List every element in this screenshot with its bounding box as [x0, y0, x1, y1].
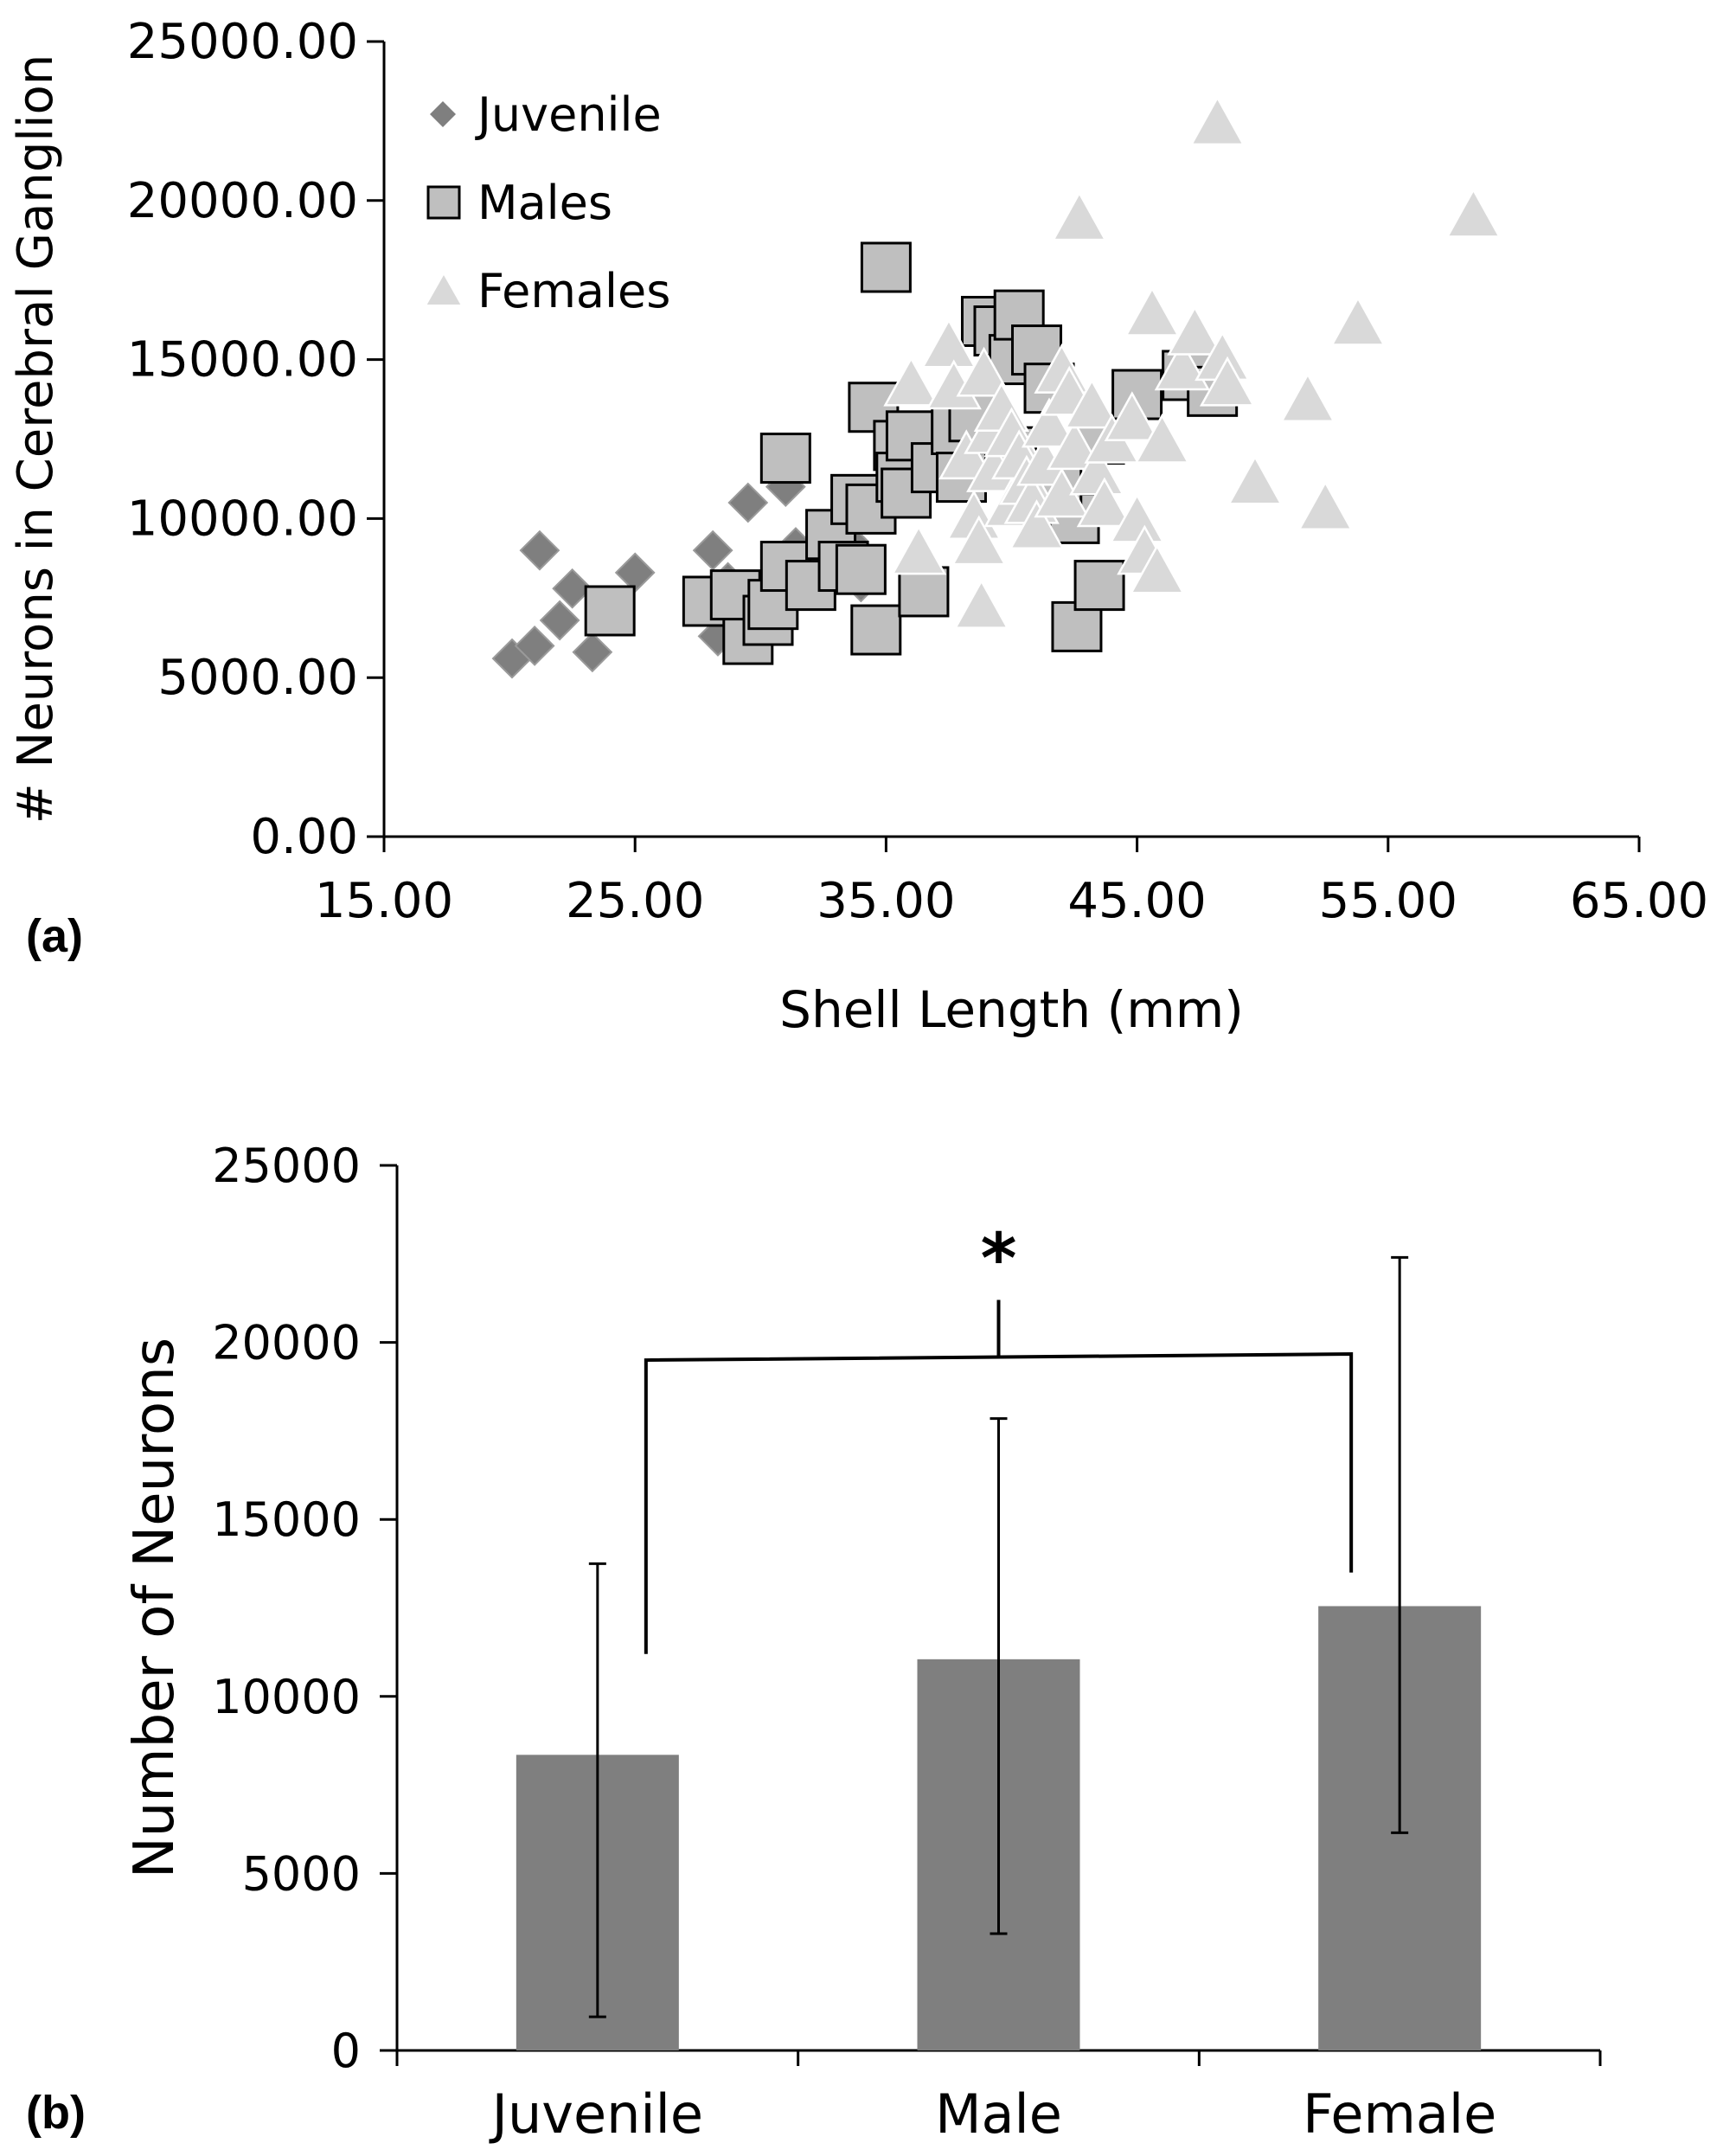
- scatter-x-tick-label: 45.00: [1067, 873, 1206, 929]
- juvenile-point: [519, 529, 560, 571]
- legend-label-males: Males: [477, 176, 612, 230]
- females-point: [1227, 454, 1284, 505]
- scatter-x-tick-label: 25.00: [566, 873, 704, 929]
- females-point: [1124, 286, 1181, 337]
- scatter-x-tick-label: 55.00: [1319, 873, 1457, 929]
- scatter-y-tick-label: 0.00: [250, 809, 358, 865]
- females-point: [1051, 190, 1107, 241]
- scatter-x-tick-label: 65.00: [1570, 873, 1708, 929]
- legend-swatch-juvenile: [430, 101, 456, 127]
- significance-asterisk: *: [981, 1218, 1017, 1299]
- scatter-y-tick-label: 20000.00: [127, 173, 358, 229]
- females-point: [920, 318, 977, 369]
- bar-x-ticks: Juvenile Male Female: [395, 2050, 1602, 2146]
- legend-label-females: Females: [477, 264, 670, 318]
- females-point: [1046, 420, 1103, 471]
- juvenile-point: [539, 600, 580, 641]
- males-point: [898, 566, 950, 618]
- bar-y-tick-label: 15000: [212, 1492, 361, 1547]
- legend-item-juvenile: Juvenile: [430, 87, 662, 142]
- males-point: [584, 585, 636, 637]
- scatter-x-tick-label: 35.00: [817, 873, 955, 929]
- females-point: [1189, 95, 1246, 146]
- males-point: [1073, 560, 1125, 612]
- females-point: [1064, 378, 1120, 429]
- scatter-y-tick-label: 5000.00: [157, 650, 358, 706]
- females-point: [956, 346, 1012, 397]
- females-point: [1167, 305, 1223, 356]
- bar-panel: 0 5000 10000 15000 20000 25000 Juvenile Male Fe…: [26, 1139, 1602, 2146]
- females-point: [1154, 340, 1210, 391]
- legend-swatch-females: [424, 271, 464, 306]
- significance-bracket-line: [644, 1352, 1354, 1654]
- females-point: [1021, 397, 1078, 448]
- females-point: [1104, 391, 1160, 442]
- error-bars: [588, 1255, 1409, 2018]
- females-point: [1329, 295, 1387, 346]
- legend-swatch-males: [426, 185, 461, 220]
- males-point: [860, 241, 912, 293]
- series-females: [883, 95, 1502, 629]
- females-point: [1076, 477, 1132, 528]
- error-bar-female: [1391, 1255, 1409, 1834]
- significance-bracket: *: [644, 1218, 1354, 1654]
- females-point: [1199, 356, 1256, 407]
- series-males: [584, 241, 1239, 665]
- bar-category-label: Female: [1303, 2082, 1496, 2146]
- panel-label-a: (a): [26, 910, 83, 962]
- scatter-y-tick-label: 10000.00: [127, 491, 358, 547]
- females-point: [883, 356, 939, 407]
- scatter-y-tick-label: 15000.00: [127, 332, 358, 388]
- bar-y-tick-label: 25000: [212, 1139, 361, 1193]
- scatter-x-axis-title: Shell Length (mm): [779, 980, 1244, 1039]
- panel-label-b: (b): [26, 2087, 86, 2139]
- error-bar-male: [990, 1417, 1008, 1935]
- females-point: [1134, 413, 1190, 464]
- bar-y-axis-title: Number of Neurons: [123, 1338, 187, 1878]
- females-point: [1009, 499, 1065, 550]
- males-point: [845, 483, 897, 535]
- juvenile-point: [572, 632, 613, 673]
- bar-y-ticks: 0 5000 10000 15000 20000 25000: [212, 1139, 397, 2078]
- scatter-legend: Juvenile Males Females: [424, 87, 670, 318]
- juvenile-point: [727, 482, 769, 523]
- females-point: [1279, 372, 1336, 422]
- females-point: [891, 524, 947, 575]
- legend-item-females: Females: [424, 264, 670, 318]
- legend-item-males: Males: [426, 176, 612, 230]
- juvenile-point: [514, 626, 555, 666]
- females-point: [953, 579, 1009, 629]
- scatter-x-tick-label: 15.00: [315, 873, 453, 929]
- bar-y-tick-label: 0: [331, 2024, 361, 2078]
- bar-category-label: Juvenile: [489, 2082, 703, 2146]
- error-bar-juvenile: [588, 1562, 606, 2018]
- bar-y-tick-label: 5000: [242, 1846, 361, 1901]
- females-point: [951, 515, 1007, 566]
- females-point: [1297, 480, 1354, 530]
- males-point: [835, 543, 887, 595]
- scatter-y-tick-label: 25000.00: [127, 14, 358, 70]
- bar-y-tick-label: 20000: [212, 1316, 361, 1370]
- scatter-panel: 0.00 5000.00 10000.00 15000.00 20000.00 25000…: [8, 14, 1708, 1039]
- males-point: [759, 433, 811, 484]
- males-point: [850, 604, 902, 656]
- females-point: [938, 429, 995, 480]
- scatter-x-ticks: 15.00 25.00 35.00 45.00 55.00 65.00: [315, 837, 1708, 929]
- bar-y-tick-label: 10000: [212, 1670, 361, 1724]
- scatter-y-ticks: 0.00 5000.00 10000.00 15000.00 20000.00 25000…: [127, 14, 384, 865]
- females-point: [1129, 543, 1185, 594]
- juvenile-point: [552, 568, 593, 609]
- legend-label-juvenile: Juvenile: [475, 87, 662, 142]
- females-point: [1445, 187, 1502, 238]
- scatter-y-axis-title: # Neurons in Cerebral Ganglion: [8, 55, 64, 825]
- bar-category-label: Male: [935, 2082, 1062, 2146]
- scatter-points: [491, 95, 1502, 679]
